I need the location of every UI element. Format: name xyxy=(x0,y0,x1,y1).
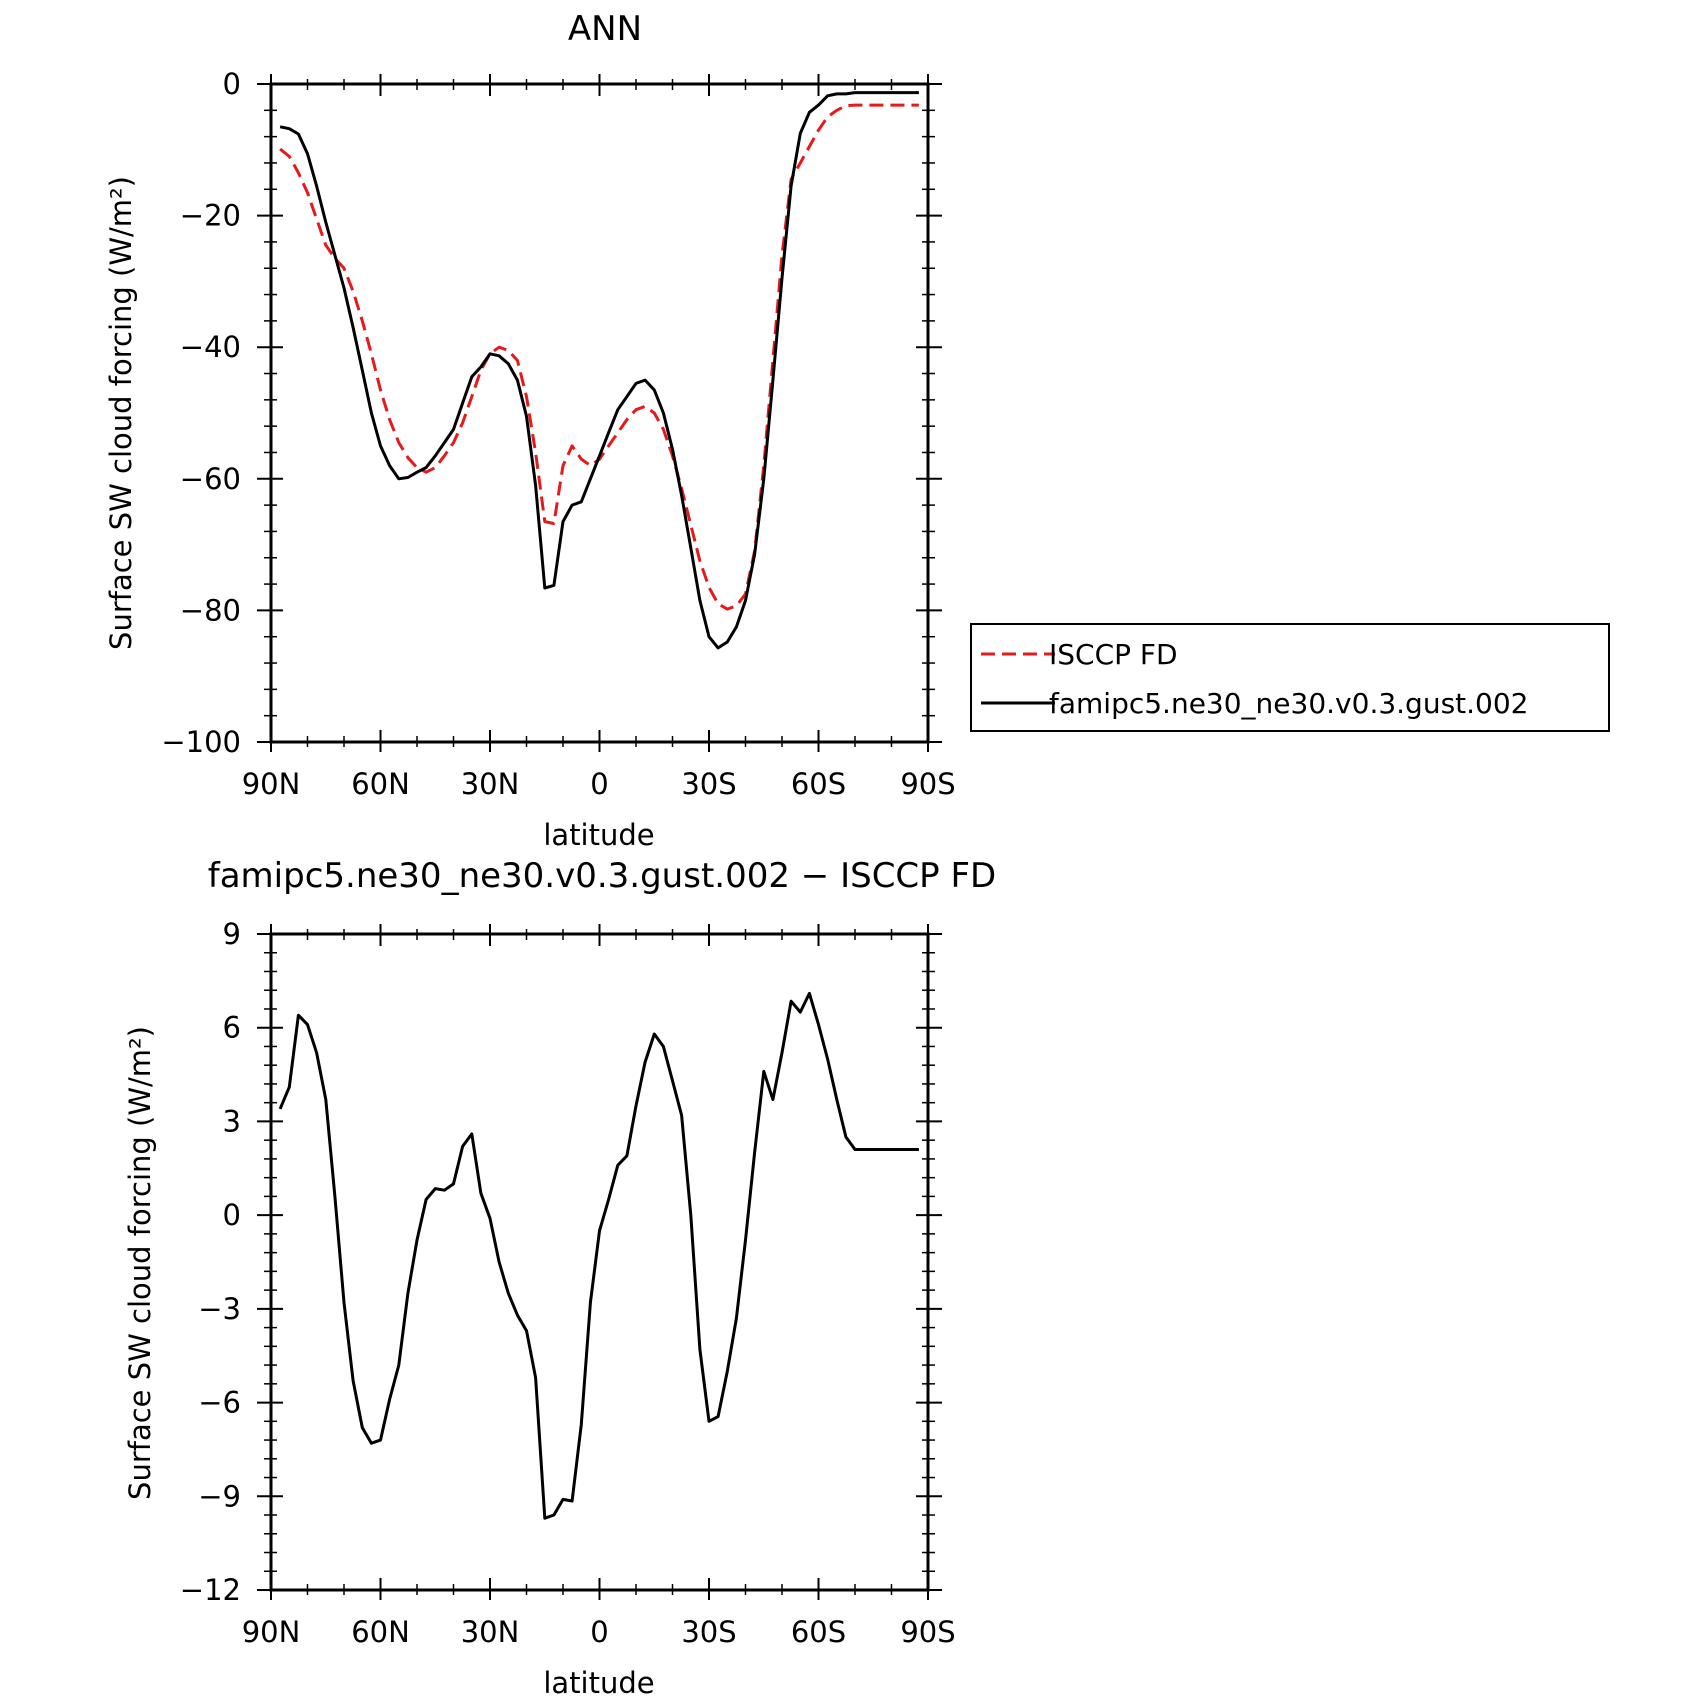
x-tick-label: 90S xyxy=(900,1615,955,1649)
x-tick-label: 0 xyxy=(590,767,608,801)
x-tick-labels: 90N 60N 30N 0 30S 60S 90S xyxy=(242,1615,956,1649)
legend-box xyxy=(970,623,1610,732)
y-axis-label: Surface SW cloud forcing (W/m²) xyxy=(104,176,138,650)
series-layer xyxy=(279,91,919,650)
y-tick-label: −20 xyxy=(180,199,241,233)
y-tick-label: −12 xyxy=(180,1573,241,1607)
panel-title: ANN xyxy=(568,9,642,49)
y-tick-labels: 0 −20 −40 −60 −80 −100 xyxy=(161,67,241,759)
difference-series-line xyxy=(278,991,919,1520)
x-axis-label: latitude xyxy=(543,818,654,852)
y-tick-label: −3 xyxy=(198,1292,241,1326)
x-tick-label: 90N xyxy=(242,1615,301,1649)
legend-label-model: famipc5.ne30_ne30.v0.3.gust.002 xyxy=(1049,687,1529,720)
y-tick-label: −60 xyxy=(180,462,241,496)
y-tick-label: −6 xyxy=(198,1386,241,1420)
panel-title: famipc5.ne30_ne30.v0.3.gust.002 − ISCCP … xyxy=(208,856,996,896)
y-tick-label: −40 xyxy=(180,330,241,364)
y-tick-label: 0 xyxy=(223,67,241,101)
x-tick-label: 30N xyxy=(461,1615,520,1649)
x-tick-label: 90N xyxy=(242,767,301,801)
y-tick-label: 9 xyxy=(223,917,241,951)
y-tick-label: −100 xyxy=(161,725,241,759)
x-axis-label: latitude xyxy=(543,1666,654,1700)
legend: ISCCP FD famipc5.ne30_ne30.v0.3.gust.002 xyxy=(970,623,1610,732)
x-tick-label: 30N xyxy=(461,767,520,801)
tick-marks xyxy=(257,924,942,1600)
x-tick-label: 30S xyxy=(681,767,736,801)
x-tick-label: 90S xyxy=(900,767,955,801)
y-tick-label: 6 xyxy=(223,1011,241,1045)
x-tick-label: 60N xyxy=(351,767,410,801)
y-tick-labels: 9 6 3 0 −3 −6 −9 −12 xyxy=(180,917,241,1607)
y-axis-label-units: (W/m²) xyxy=(123,1026,157,1127)
y-tick-label: −9 xyxy=(198,1479,241,1513)
x-tick-label: 60S xyxy=(791,1615,846,1649)
y-tick-label: 3 xyxy=(223,1104,241,1138)
x-tick-labels: 90N 60N 30N 0 30S 60S 90S xyxy=(242,767,956,801)
y-axis-label-text: Surface SW cloud forcing xyxy=(123,1136,157,1500)
y-tick-label: −80 xyxy=(180,593,241,627)
ISCCP FD-series-line xyxy=(279,103,919,611)
x-tick-label: 0 xyxy=(590,1615,608,1649)
x-tick-label: 60N xyxy=(351,1615,410,1649)
x-tick-label: 60S xyxy=(791,767,846,801)
annual-mean-panel: ANN 90N 60N 30N 0 30S 60S 90S 0 −20 −40 −60 −80 −10… xyxy=(104,9,1610,852)
y-axis-label-text: Surface SW cloud forcing xyxy=(104,286,138,650)
x-tick-label: 30S xyxy=(681,1615,736,1649)
y-axis-label-units: (W/m²) xyxy=(104,176,138,277)
series-layer xyxy=(278,991,919,1520)
tick-marks xyxy=(257,74,942,752)
famipc5.ne30_ne30.v0.3.gust.002-series-line xyxy=(279,91,919,650)
legend-label-isccp: ISCCP FD xyxy=(1049,638,1178,671)
y-tick-label: 0 xyxy=(223,1198,241,1232)
plot-frame xyxy=(269,932,930,1592)
plot-frame xyxy=(269,82,930,744)
difference-panel: famipc5.ne30_ne30.v0.3.gust.002 − ISCCP … xyxy=(123,856,996,1700)
y-axis-label: Surface SW cloud forcing (W/m²) xyxy=(123,1026,157,1500)
